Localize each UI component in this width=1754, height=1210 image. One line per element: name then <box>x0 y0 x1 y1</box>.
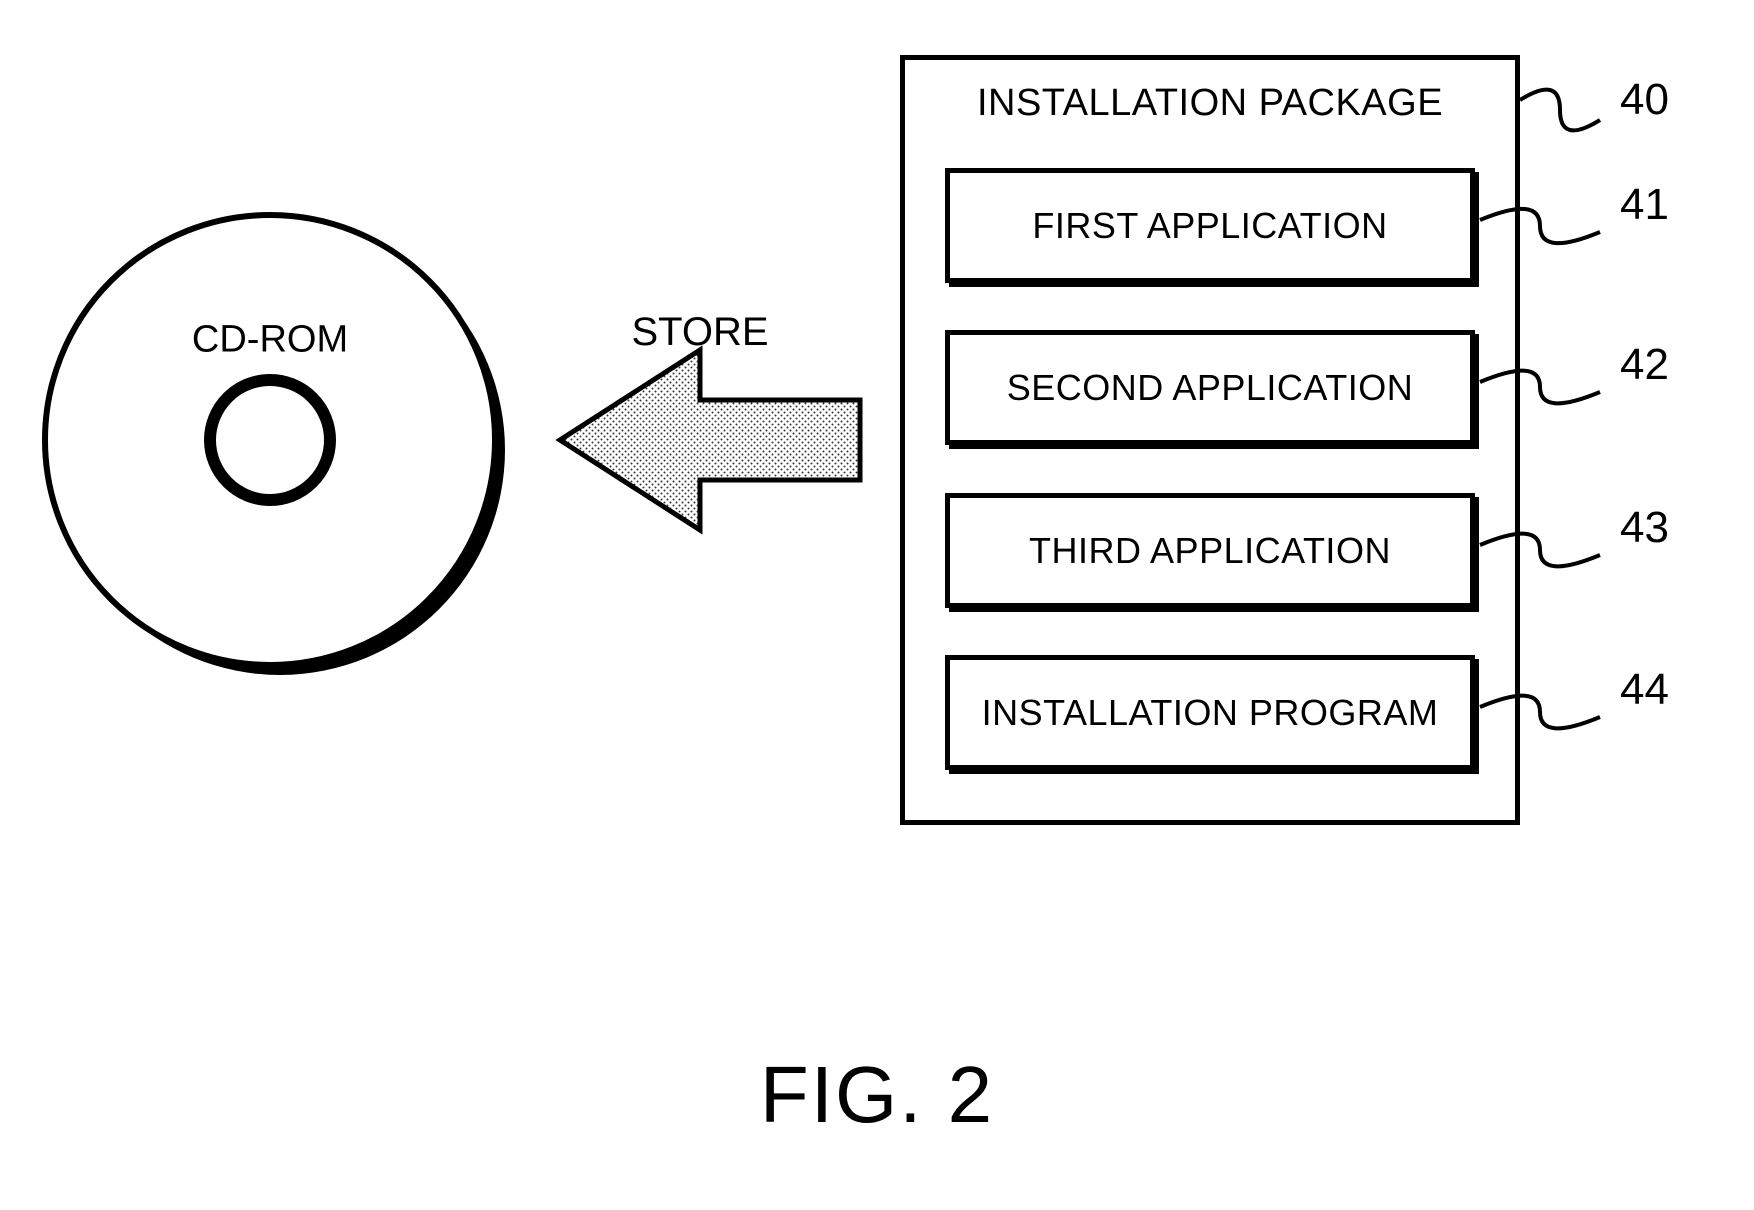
reference-lead-lines <box>0 0 1754 1210</box>
figure-canvas: CD-ROM STORE INSTALLATION PACKAGE FIRST … <box>0 0 1754 1210</box>
reference-number-package: 40 <box>1620 75 1669 125</box>
figure-caption: FIG. 2 <box>760 1049 994 1141</box>
